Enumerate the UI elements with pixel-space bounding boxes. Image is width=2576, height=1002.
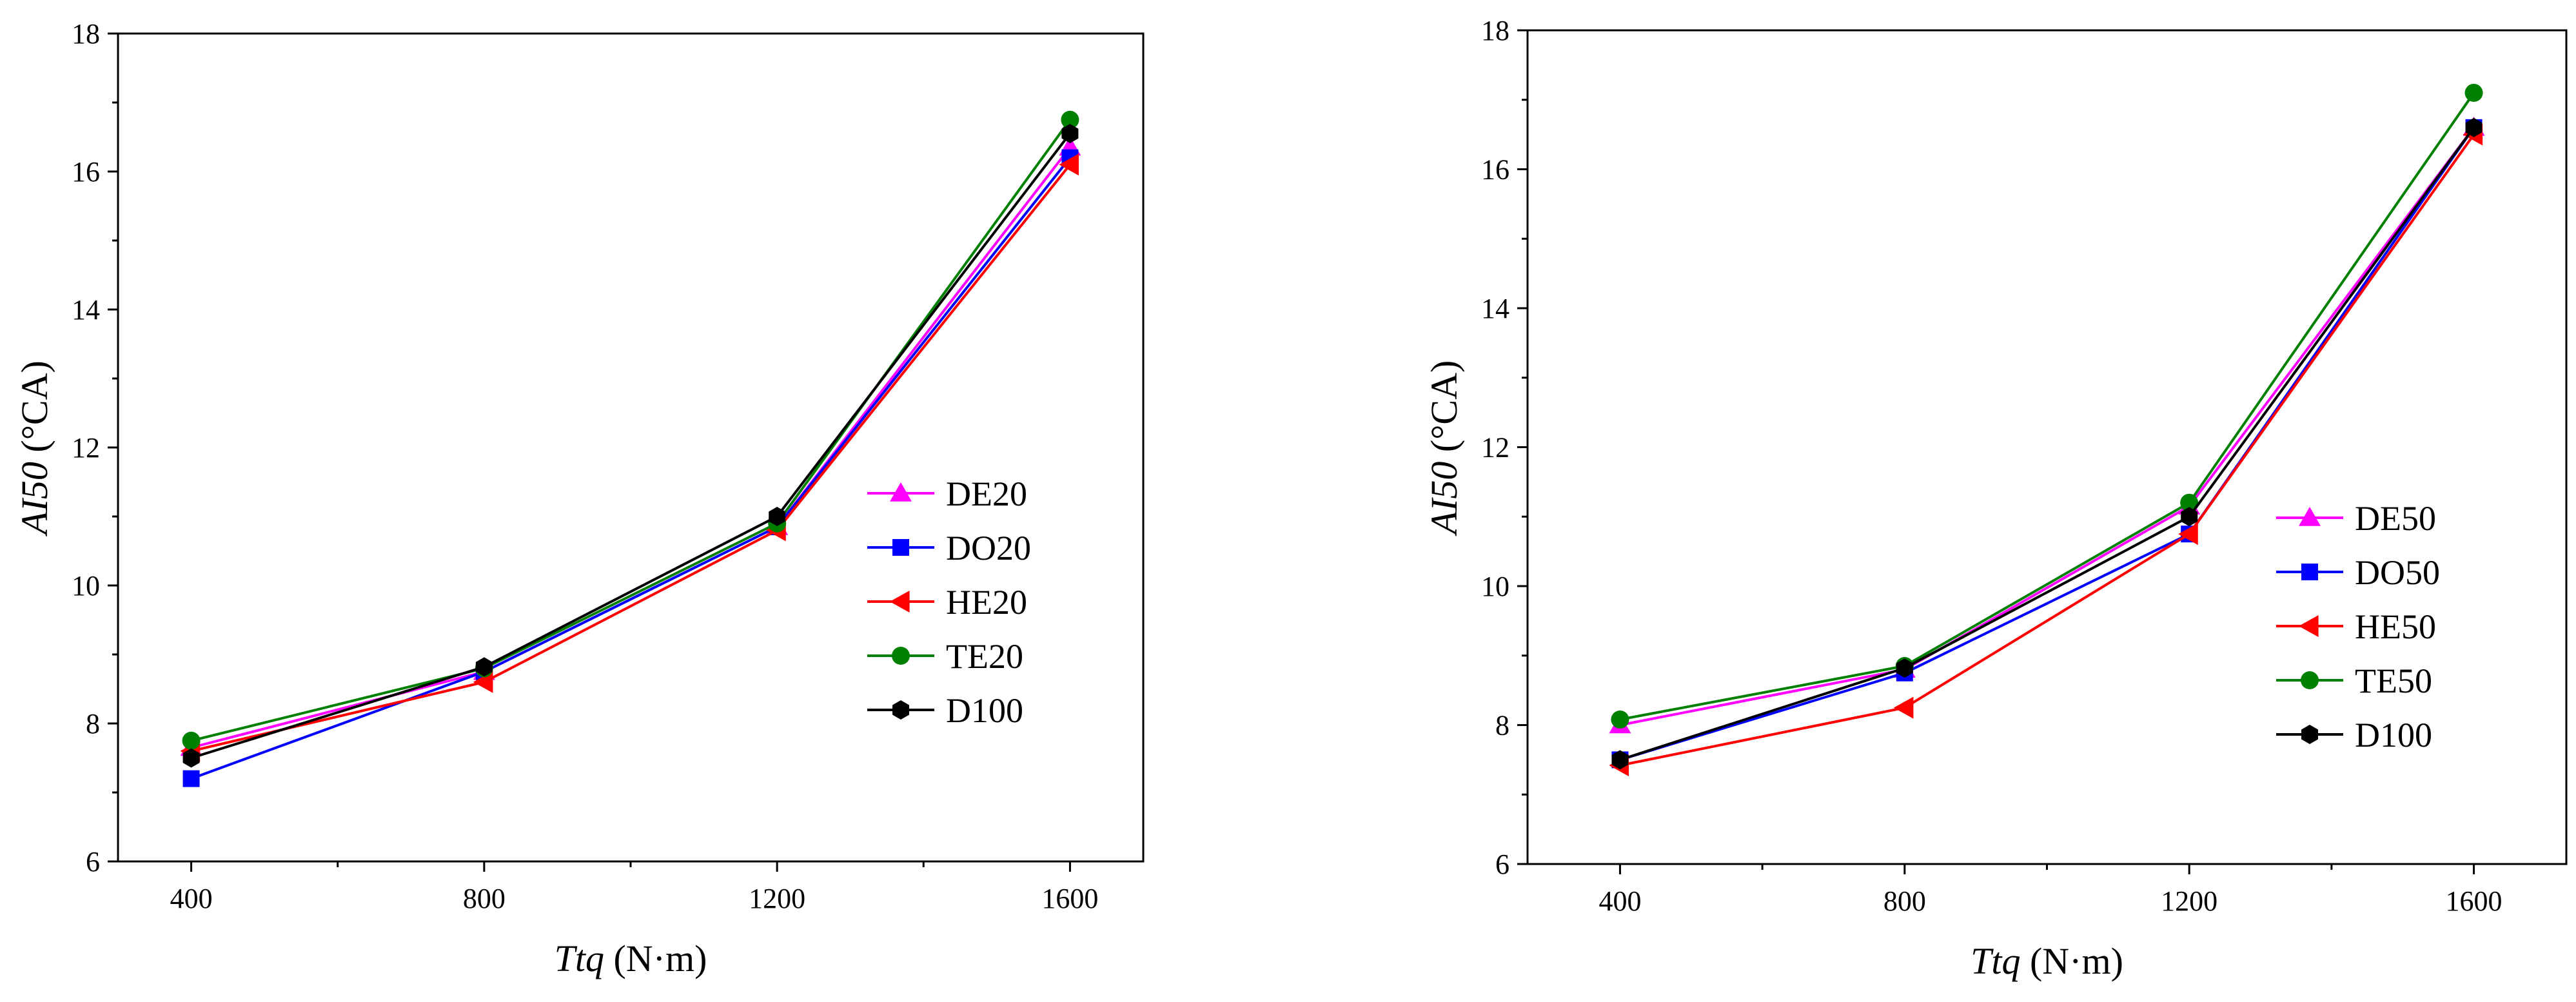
data-point [1893, 696, 1914, 719]
x-tick-label: 800 [1883, 885, 1926, 917]
series-line [191, 132, 1071, 760]
legend-marker [2301, 671, 2319, 689]
legend-marker [892, 539, 909, 556]
y-tick-label: 6 [86, 846, 100, 878]
y-tick-label: 10 [72, 570, 100, 602]
series-line [190, 157, 1071, 780]
y-tick-label: 18 [1481, 15, 1509, 46]
legend-label: D100 [2355, 716, 2432, 754]
x-tick-label: 400 [1598, 885, 1641, 917]
data-point [1061, 124, 1079, 144]
legend-label: DE20 [946, 475, 1027, 513]
legend-marker [2301, 725, 2318, 744]
legend-item: DO20 [867, 529, 1031, 567]
x-tick-label: 1200 [2161, 885, 2217, 917]
data-point [182, 770, 200, 787]
legend-marker [892, 647, 910, 665]
y-tick-label: 16 [1481, 154, 1509, 186]
legend-item: DE20 [867, 475, 1027, 513]
data-point [1059, 153, 1079, 176]
legend-item: D100 [867, 691, 1023, 730]
y-tick-label: 12 [1481, 432, 1509, 464]
legend-label: DE50 [2355, 499, 2436, 538]
y-tick-label: 10 [1481, 571, 1509, 602]
legend-marker [2299, 507, 2321, 526]
y-tick-label: 18 [72, 18, 100, 50]
legend-item: TE20 [867, 637, 1023, 676]
legend-marker [2299, 615, 2319, 637]
series-line [1619, 126, 2475, 761]
data-point [473, 671, 493, 693]
y-axis-title: AI50 (°CA) [14, 360, 55, 537]
y-tick-label: 16 [72, 156, 100, 188]
data-point [769, 507, 786, 526]
x-tick-label: 1200 [749, 883, 805, 914]
legend-item: D100 [2276, 716, 2432, 754]
y-tick-label: 8 [1495, 710, 1509, 742]
y-tick-label: 14 [1481, 293, 1509, 324]
x-tick-label: 400 [170, 883, 213, 914]
data-point [1896, 658, 1913, 678]
chart-panel-right: 400 800 1200 1600 6 8 10 12 14 16 18 Ttq (N·m) AI50 … [1423, 15, 2568, 982]
y-tick-label: 14 [72, 294, 100, 326]
legend-item: TE50 [2276, 662, 2432, 700]
series-line [1620, 126, 2475, 727]
series-line [1620, 133, 2475, 767]
legend-label: DO50 [2355, 553, 2440, 592]
series-line [1620, 92, 2475, 721]
data-point [182, 748, 200, 768]
y-tick-label: 12 [72, 432, 100, 464]
legend-label: DO20 [946, 529, 1031, 567]
chart-panel-left: 400 800 1200 1600 6 8 10 12 14 16 18 Ttq (N·m) AI50 … [14, 18, 1145, 979]
series-d100 [182, 124, 1079, 768]
legend-label: D100 [946, 691, 1023, 730]
legend-marker [890, 482, 912, 502]
data-point [1061, 110, 1079, 129]
data-point [1611, 750, 1629, 770]
data-point [2465, 117, 2483, 137]
legend-marker [890, 591, 910, 613]
legend-item: DE50 [2276, 499, 2436, 538]
legend-label: TE50 [2355, 662, 2432, 700]
data-point [475, 657, 493, 677]
series-line [191, 119, 1072, 742]
legend-marker [2301, 564, 2318, 580]
data-point [1611, 710, 1629, 729]
x-tick-label: 1600 [1041, 883, 1098, 914]
x-tick-label: 1600 [2446, 885, 2502, 917]
legend-item: HE20 [867, 583, 1027, 622]
data-point [2180, 493, 2199, 512]
data-point [182, 731, 201, 750]
series-line [1619, 126, 2475, 761]
y-axis-title: AI50 (°CA) [1423, 360, 1465, 537]
data-point [2464, 83, 2483, 102]
data-point [2181, 507, 2198, 527]
data-point [2178, 523, 2198, 545]
legend: DE20 DO20 HE20 TE20 D100 [867, 475, 1031, 730]
y-tick-label: 6 [1495, 849, 1509, 880]
legend-label: TE20 [946, 637, 1023, 676]
x-tick-label: 800 [463, 883, 506, 914]
x-axis-title: Ttq (N·m) [1971, 940, 2123, 982]
x-axis-title: Ttq (N·m) [555, 938, 707, 979]
legend-label: HE50 [2355, 607, 2436, 646]
y-tick-label: 8 [86, 708, 100, 740]
series-d100 [1611, 117, 2483, 770]
legend-item: HE50 [2276, 607, 2436, 646]
legend-item: DO50 [2276, 553, 2440, 592]
legend-label: HE20 [946, 583, 1027, 622]
series-line [191, 164, 1071, 752]
legend: DE50 DO50 HE50 TE50 D100 [2276, 499, 2440, 754]
legend-marker [892, 700, 909, 720]
